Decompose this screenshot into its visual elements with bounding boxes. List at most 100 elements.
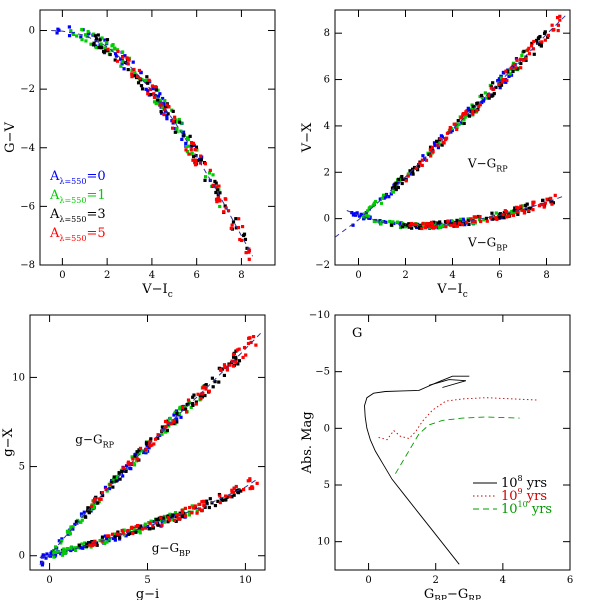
data-point [404,225,408,229]
data-point [451,219,455,223]
data-point [351,223,355,227]
data-point [113,535,117,539]
data-point [214,181,218,185]
data-point [511,69,515,74]
data-point [239,238,244,243]
data-point [235,488,239,492]
data-point [71,547,76,551]
curve-annotation: g−GBP [152,541,191,558]
data-point [124,468,129,472]
data-point [214,190,218,195]
data-point [413,222,417,226]
data-point [80,27,84,32]
y-tick-label: 4 [324,121,330,132]
data-point [100,490,104,495]
fit-curve [346,195,566,227]
x-tick-label: 2 [433,575,439,586]
data-point [248,336,252,340]
data-point [106,47,110,51]
data-point [532,200,536,204]
data-point [372,201,377,205]
data-point [494,85,498,90]
data-point [69,547,73,551]
data-point [98,538,102,543]
data-point [180,407,185,411]
x-tick-label: 8 [238,270,244,281]
data-point [183,405,187,409]
data-point [484,216,488,220]
data-point [556,28,560,33]
data-point [121,474,125,478]
data-point [213,380,217,384]
x-tick-label: 6 [193,270,199,281]
data-point [65,546,70,551]
data-point [67,34,72,38]
data-point [151,526,155,530]
data-point [184,148,188,152]
data-point [121,55,125,59]
data-point [216,193,220,197]
data-point [40,563,44,567]
data-point [482,218,486,222]
data-point [104,487,108,491]
data-point [455,224,460,228]
data-point [558,18,562,22]
data-point [429,145,433,149]
data-point [168,416,172,420]
data-point [404,179,408,183]
data-point [149,519,153,523]
data-point [372,219,376,224]
data-point [91,43,96,47]
data-point [483,91,487,95]
data-point [216,196,220,200]
data-point [486,93,491,98]
data-point [200,500,204,504]
data-point [473,219,477,224]
data-point [236,362,240,366]
data-point [217,184,221,188]
data-point [555,15,560,20]
data-point [466,218,470,223]
data-point [131,531,135,536]
data-point [243,237,248,242]
data-point [502,216,506,220]
data-point [105,537,109,541]
data-point [116,49,120,54]
data-point [100,36,104,40]
data-point [120,60,125,64]
data-point [56,550,61,554]
data-point [222,363,227,367]
data-point [53,553,58,557]
data-point [194,402,198,406]
data-point [234,226,238,230]
data-point [192,393,196,397]
data-point [140,449,144,453]
data-point [96,33,100,37]
y-tick-label: −5 [315,367,330,378]
data-point [502,71,506,75]
data-point [176,516,180,520]
data-point [179,415,183,419]
data-point [200,508,204,512]
data-point [541,202,545,207]
data-point [192,506,196,510]
data-point [68,532,72,536]
data-point [172,420,176,424]
data-point [137,451,141,455]
data-point [198,157,202,161]
data-point [505,215,509,219]
data-point [113,58,117,62]
data-point [231,364,236,368]
data-point [453,122,457,126]
data-point [467,108,471,112]
data-point [217,380,221,384]
scatter-points [350,14,562,231]
data-point [82,510,86,514]
data-point [152,442,156,446]
data-point [60,550,64,554]
data-point [248,486,252,491]
data-point [410,226,414,230]
data-point [191,158,195,162]
data-point [512,208,516,213]
data-point [93,34,98,38]
